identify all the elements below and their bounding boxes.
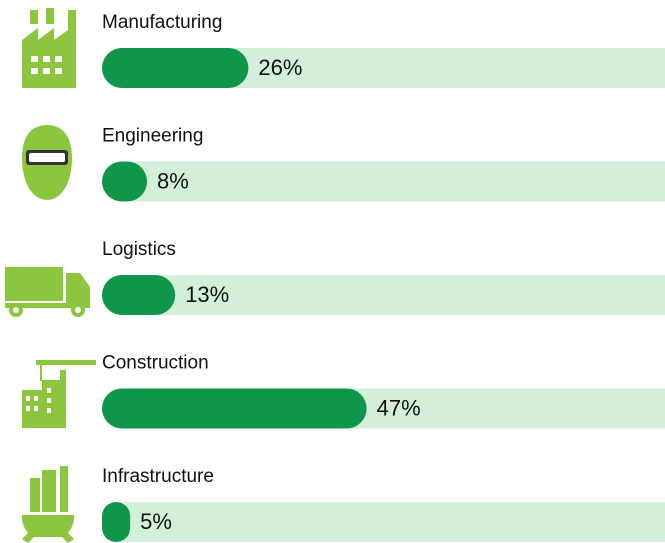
value-label: 47% [377, 395, 421, 420]
value-label: 13% [185, 282, 229, 307]
track [102, 161, 665, 202]
category-label: Manufacturing [102, 12, 222, 33]
category-label: Infrastructure [102, 466, 214, 487]
icon-truck [5, 267, 90, 317]
bar [102, 275, 176, 315]
icon-construction [22, 360, 96, 428]
category-label: Engineering [102, 126, 203, 147]
category-label: Logistics [102, 239, 176, 260]
bar [102, 48, 249, 88]
category-label: Construction [102, 353, 209, 374]
icon-factory [22, 8, 76, 88]
bar [102, 502, 131, 542]
value-label: 5% [140, 509, 172, 534]
bar [102, 388, 367, 429]
bar [102, 161, 148, 202]
icon-infrastructure [21, 466, 75, 543]
value-label: 8% [157, 168, 189, 193]
icon-helmet [22, 125, 72, 200]
track [102, 502, 665, 542]
track [102, 275, 665, 315]
value-label: 26% [258, 55, 302, 80]
